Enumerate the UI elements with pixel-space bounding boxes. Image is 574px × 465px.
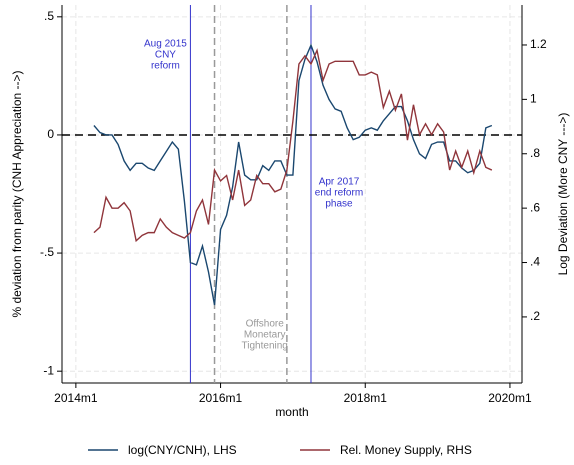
- annotation: end reform: [315, 188, 363, 199]
- x-tick-label: 2018m1: [344, 391, 388, 405]
- y2-tick-label: .6: [530, 200, 540, 214]
- y-axis-title: % deviation from parity (CNH Appreciatio…: [10, 70, 24, 317]
- annotation: Monetary: [244, 330, 286, 341]
- y2-tick-label: 1.2: [530, 37, 547, 51]
- x-tick-label: 2016m1: [199, 391, 243, 405]
- y2-tick-label: .8: [530, 146, 540, 160]
- y2-tick-label: 1: [530, 92, 537, 106]
- y-tick-label: 0: [47, 127, 54, 141]
- y2-axis-title: Log Deviation (More CNY --->): [556, 113, 570, 276]
- annotation: Apr 2017: [319, 177, 360, 188]
- x-axis-title: month: [275, 405, 308, 419]
- y2-tick-label: .2: [530, 309, 540, 323]
- annotation: Offshore: [246, 319, 285, 330]
- legend-label: log(CNY/CNH), LHS: [128, 443, 237, 457]
- y-tick-label: -1: [43, 363, 54, 377]
- y-tick-label: -.5: [40, 245, 54, 259]
- legend-label: Rel. Money Supply, RHS: [340, 443, 472, 457]
- y-tick-label: .5: [44, 9, 54, 23]
- annotation: Aug 2015: [144, 39, 187, 50]
- series-line: [93, 48, 493, 243]
- x-tick-label: 2020m1: [488, 391, 532, 405]
- series-line: [93, 43, 493, 306]
- x-tick-label: 2014m1: [54, 391, 98, 405]
- y2-tick-label: .4: [530, 255, 540, 269]
- annotation: phase: [325, 199, 353, 210]
- annotation: CNY: [155, 50, 176, 61]
- annotation: reform: [151, 61, 180, 72]
- annotation: Tightening: [242, 341, 288, 352]
